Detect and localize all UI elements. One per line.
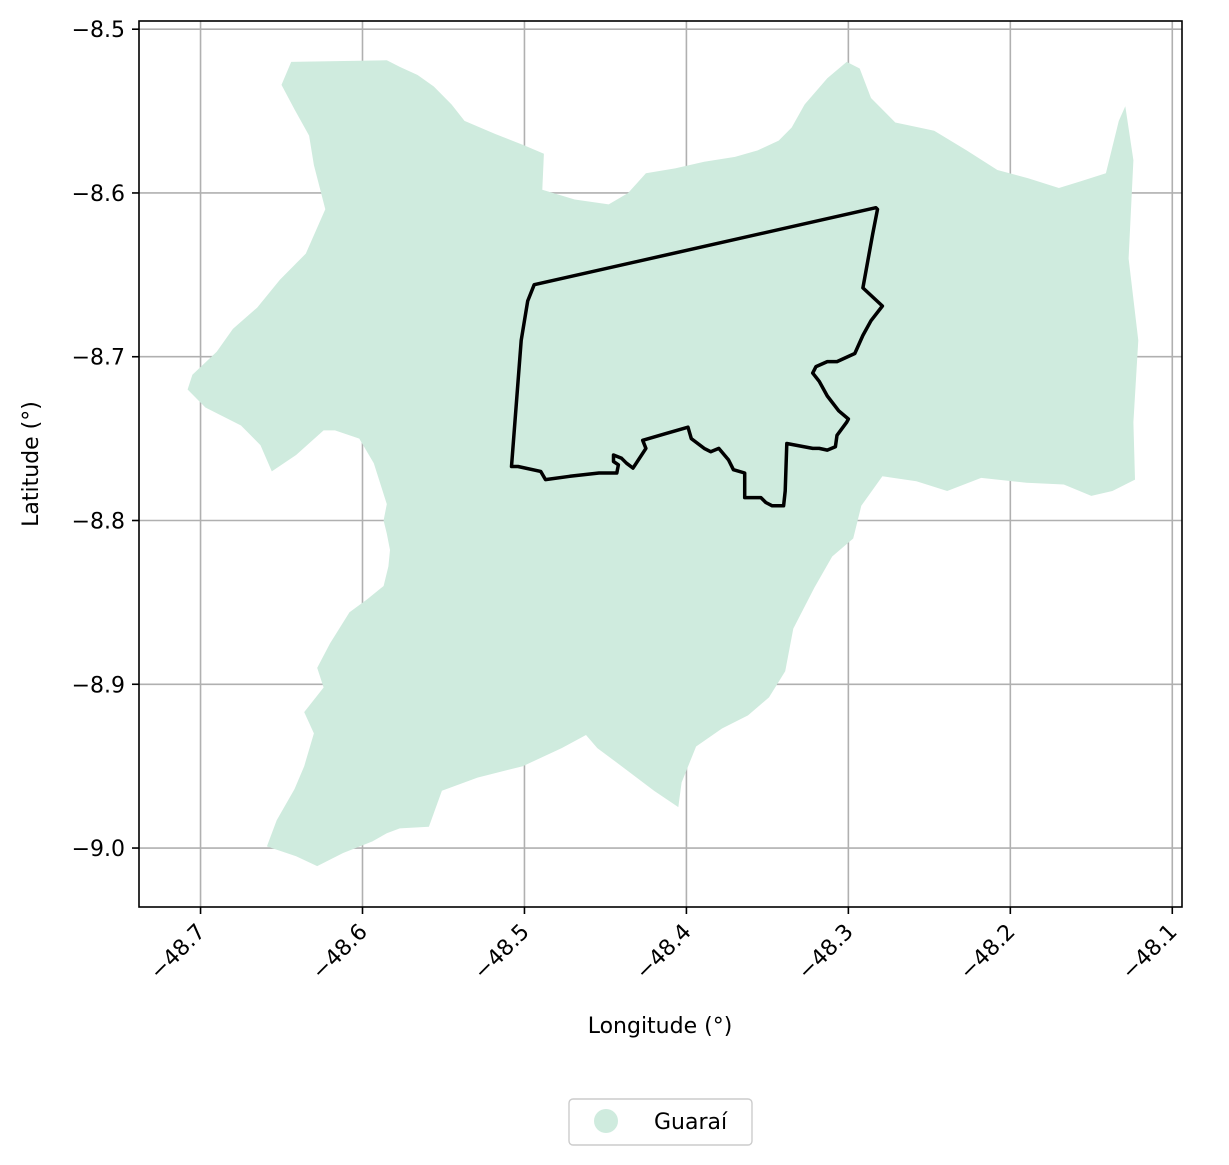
legend-marker-guarai <box>594 1109 618 1133</box>
legend-label-guarai: Guaraí <box>654 1110 728 1135</box>
y-tick-label-1: −8.6 <box>72 182 125 207</box>
y-tick-label-5: −9.0 <box>72 837 125 862</box>
legend: Guaraí <box>568 1098 753 1146</box>
y-tick-label-3: −8.8 <box>72 510 125 535</box>
x-tick-label-5: −48.2 <box>955 920 1020 985</box>
boundary-outline <box>509 205 885 508</box>
y-tick-label-0: −8.5 <box>72 18 125 43</box>
y-tick-label-4: −8.9 <box>72 673 125 698</box>
plot-frame <box>138 20 1183 908</box>
legend-frame <box>568 1098 753 1146</box>
x-tick-label-6: −48.1 <box>1117 920 1182 985</box>
x-tick-label-4: −48.3 <box>793 920 858 985</box>
y-tick-label-2: −8.7 <box>72 346 125 371</box>
x-tick-label-3: −48.4 <box>631 920 696 985</box>
x-tick-label-1: −48.6 <box>307 920 372 985</box>
y-axis-label: Latitude (°) <box>19 401 44 527</box>
x-axis-label: Longitude (°) <box>588 1014 733 1039</box>
x-tick-label-2: −48.5 <box>469 920 534 985</box>
region-guarai <box>187 60 1139 867</box>
x-tick-label-0: −48.7 <box>145 920 210 985</box>
